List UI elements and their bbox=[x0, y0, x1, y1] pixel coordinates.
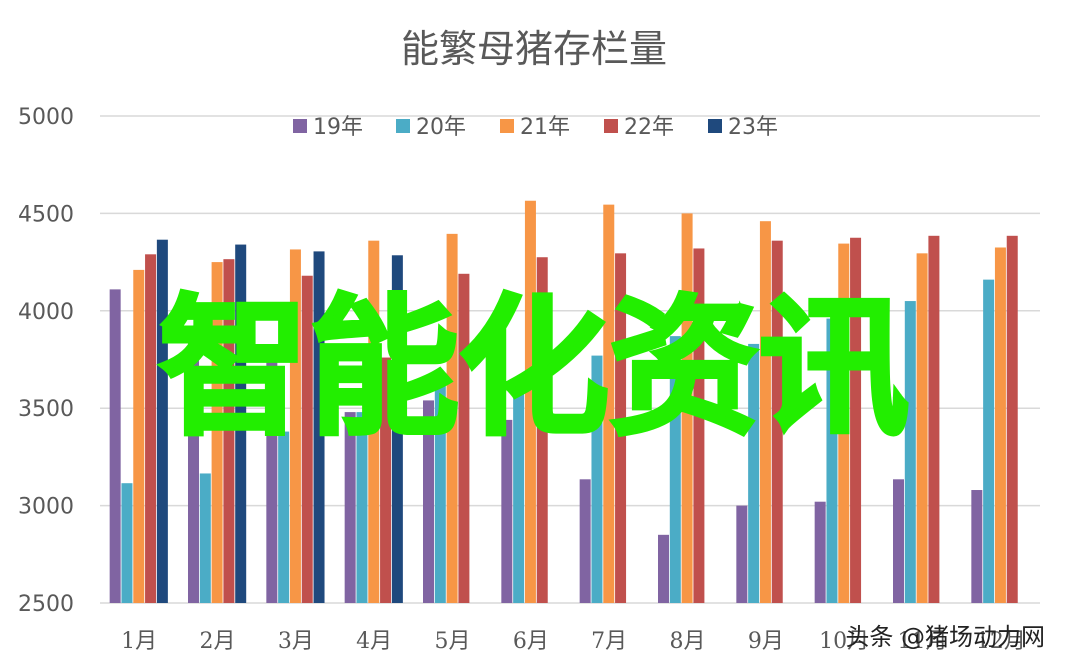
bar-21年-4月 bbox=[368, 240, 380, 603]
bar-21年-6月 bbox=[524, 200, 536, 603]
bar-19年-8月 bbox=[658, 534, 669, 603]
bar-20年-9月 bbox=[748, 343, 760, 603]
bar-20年-1月 bbox=[121, 483, 133, 603]
bar-21年-3月 bbox=[289, 249, 301, 604]
bar-21年-11月 bbox=[916, 253, 928, 604]
bar-19年-7月 bbox=[579, 479, 591, 603]
legend-label: 22年 bbox=[624, 115, 674, 140]
bar-19年-4月 bbox=[344, 412, 356, 603]
legend-swatch bbox=[396, 119, 410, 133]
bar-19年-2月 bbox=[188, 330, 199, 603]
bar-21年-7月 bbox=[603, 204, 615, 603]
x-tick-label: 2月 bbox=[200, 629, 236, 654]
bar-21年-5月 bbox=[446, 233, 458, 603]
bar-19年-3月 bbox=[266, 349, 278, 603]
bar-20年-11月 bbox=[904, 301, 916, 603]
bar-21年-12月 bbox=[994, 247, 1006, 604]
bar-19年-5月 bbox=[423, 400, 434, 603]
legend-label: 20年 bbox=[416, 115, 466, 140]
x-tick-label: 5月 bbox=[435, 629, 471, 654]
bar-19年-12月 bbox=[971, 490, 983, 603]
x-tick-label: 7月 bbox=[591, 629, 627, 654]
legend-label: 19年 bbox=[313, 115, 363, 140]
x-tick-label: 11月 bbox=[898, 629, 948, 654]
bars bbox=[109, 200, 1018, 604]
y-tick-label: 4000 bbox=[18, 300, 74, 325]
x-tick-label: 8月 bbox=[670, 629, 706, 654]
bar-22年-8月 bbox=[693, 248, 705, 604]
x-axis: 1月 2月 3月 4月 5月 6月 7月 8月 9月 10月 11月 12月 bbox=[121, 629, 1026, 654]
legend-swatch bbox=[293, 119, 307, 133]
bar-21年-8月 bbox=[681, 213, 693, 603]
bar-20年-5月 bbox=[434, 384, 446, 603]
chart-title: 能繁母猪存栏量 bbox=[401, 27, 667, 71]
bar-23年-1月 bbox=[156, 239, 168, 603]
bar-22年-11月 bbox=[928, 235, 940, 603]
x-tick-label: 12月 bbox=[976, 629, 1026, 654]
bar-22年-10月 bbox=[850, 237, 862, 603]
bar-20年-6月 bbox=[513, 382, 525, 603]
bar-22年-6月 bbox=[536, 257, 548, 603]
bar-21年-2月 bbox=[211, 262, 223, 603]
watermark: 头条 @猪场动力网 bbox=[845, 623, 1045, 651]
legend-label: 21年 bbox=[520, 115, 570, 140]
bar-20年-10月 bbox=[826, 318, 838, 603]
bar-19年-11月 bbox=[893, 479, 904, 603]
gridlines bbox=[100, 115, 1040, 604]
bar-20年-7月 bbox=[591, 355, 603, 603]
y-tick-label: 4500 bbox=[18, 202, 74, 227]
bar-20年-8月 bbox=[669, 336, 681, 603]
legend-swatch bbox=[604, 119, 618, 133]
x-tick-label: 4月 bbox=[356, 629, 392, 654]
bar-20年-12月 bbox=[983, 279, 995, 603]
x-tick-label: 6月 bbox=[513, 629, 549, 654]
bar-22年-9月 bbox=[771, 240, 783, 603]
bar-20年-4月 bbox=[356, 412, 368, 603]
bar-22年-4月 bbox=[380, 357, 392, 603]
bar-23年-3月 bbox=[313, 251, 325, 604]
legend-swatch bbox=[500, 119, 514, 133]
bar-23年-4月 bbox=[391, 255, 403, 604]
legend-swatch bbox=[708, 119, 722, 133]
overlay-text: 智能化资讯 bbox=[159, 282, 909, 456]
bar-22年-7月 bbox=[615, 253, 627, 604]
bar-22年-1月 bbox=[145, 254, 157, 604]
bar-19年-9月 bbox=[736, 505, 748, 603]
x-tick-label: 10月 bbox=[819, 629, 869, 654]
bar-22年-3月 bbox=[301, 275, 313, 603]
bar-19年-6月 bbox=[501, 419, 513, 603]
x-tick-label: 1月 bbox=[121, 629, 157, 654]
legend-label: 23年 bbox=[728, 115, 778, 140]
y-tick-label: 3500 bbox=[18, 397, 74, 422]
bar-20年-3月 bbox=[278, 431, 290, 603]
bar-22年-2月 bbox=[223, 259, 235, 603]
bar-22年-5月 bbox=[458, 273, 470, 603]
bar-22年-12月 bbox=[1006, 235, 1018, 603]
bar-21年-10月 bbox=[838, 243, 850, 603]
y-tick-label: 5000 bbox=[18, 105, 74, 130]
bar-21年-1月 bbox=[133, 269, 145, 603]
bar-19年-10月 bbox=[814, 501, 826, 603]
y-tick-label: 3000 bbox=[18, 495, 74, 520]
bar-20年-2月 bbox=[199, 473, 211, 603]
bar-23年-2月 bbox=[235, 244, 247, 603]
y-tick-label: 2500 bbox=[18, 592, 74, 617]
bar-19年-1月 bbox=[109, 289, 121, 603]
x-tick-label: 3月 bbox=[278, 629, 314, 654]
y-axis: 2500 3000 3500 4000 4500 5000 bbox=[18, 105, 74, 617]
bar-21年-9月 bbox=[759, 221, 771, 603]
legend: 19年 20年 21年 22年 23年 bbox=[293, 115, 778, 140]
x-tick-label: 9月 bbox=[748, 629, 784, 654]
